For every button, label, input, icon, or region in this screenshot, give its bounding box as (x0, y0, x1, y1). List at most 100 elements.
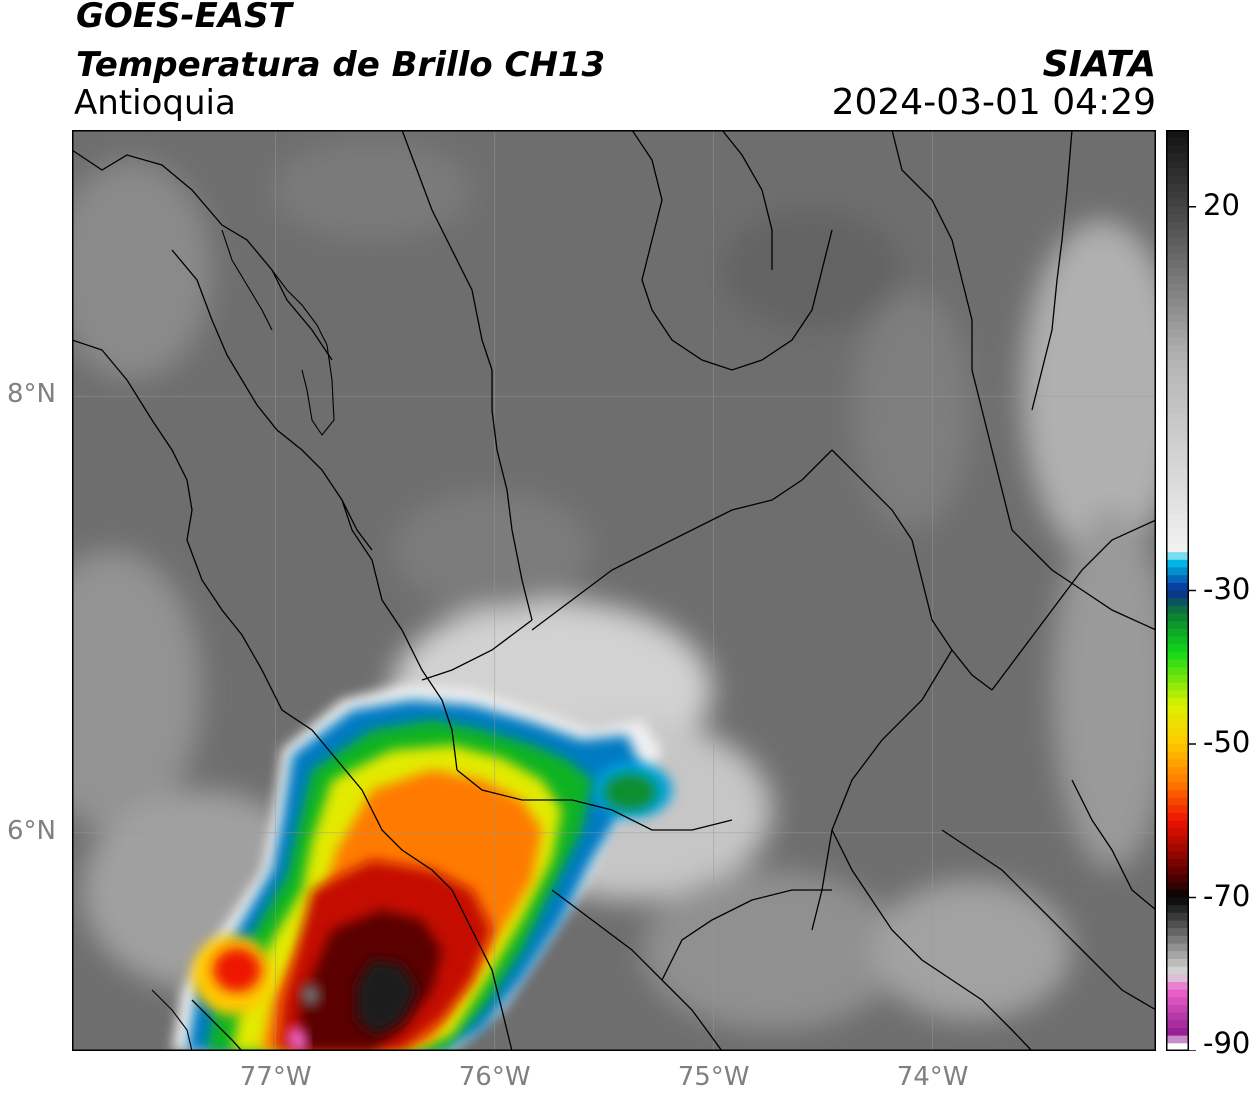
graticule (72, 130, 1156, 1051)
colorbar-band (1166, 183, 1188, 192)
colorbar-band (1166, 367, 1188, 377)
y-tick-label: 8°N (7, 379, 56, 410)
colorbar-band (1166, 559, 1188, 569)
organization-label: SIATA (1042, 44, 1156, 85)
colorbar-band (1166, 321, 1188, 331)
colorbar-band (1166, 329, 1188, 338)
colorbar-band (1166, 820, 1188, 830)
colorbar-band (1166, 252, 1188, 262)
storm-contour (300, 982, 322, 1008)
colorbar-band (1166, 813, 1188, 822)
coastline (151, 229, 335, 1051)
colorbar-band (1166, 460, 1188, 469)
colorbar-band (1166, 782, 1188, 791)
colorbar-band (1166, 337, 1188, 346)
colorbar-band (1166, 613, 1188, 622)
colorbar-band (1166, 605, 1188, 615)
colorbar-band (1166, 406, 1188, 415)
colorbar-band (1166, 767, 1188, 776)
colorbar-band (1166, 536, 1188, 546)
x-tick-label: 75°W (677, 1062, 750, 1092)
colorbar-band (1166, 912, 1188, 922)
colorbar-band (1166, 1020, 1188, 1029)
colorbar-band (1166, 222, 1188, 231)
x-tick-label: 74°W (896, 1062, 969, 1092)
colorbar-band (1166, 352, 1188, 361)
colorbar-band (1166, 1004, 1188, 1014)
colorbar-band (1166, 1043, 1188, 1051)
colorbar-band (1166, 590, 1188, 599)
x-tick-label: 76°W (458, 1062, 531, 1092)
colorbar-band (1166, 160, 1188, 169)
colorbar-band (1166, 843, 1188, 853)
colorbar-band (1166, 951, 1188, 960)
colorbar-band (1166, 245, 1188, 254)
satellite-title: GOES-EAST (76, 0, 292, 36)
brightness-temperature-map (72, 130, 1156, 1051)
colorbar-band (1166, 644, 1188, 653)
product-title: Temperatura de Brillo CH13 (76, 45, 606, 85)
colorbar-band (1166, 544, 1188, 553)
colorbar-band (1166, 475, 1188, 484)
colorbar-bands (1166, 130, 1188, 1051)
storm-cell (213, 948, 261, 992)
colorbar-band (1166, 905, 1188, 914)
colorbar-band (1166, 429, 1188, 438)
colorbar-band (1166, 690, 1188, 699)
colorbar-band (1166, 966, 1188, 975)
colorbar-band (1166, 283, 1188, 292)
colorbar-band (1166, 751, 1188, 760)
colorbar-band (1166, 467, 1188, 476)
colorbar-band (1166, 866, 1188, 876)
colorbar-tick-label: 20 (1203, 187, 1240, 222)
colorbar-band (1166, 130, 1188, 139)
colorbar-band (1166, 191, 1188, 200)
colorbar-band (1166, 1012, 1188, 1021)
colorbar-band (1166, 413, 1188, 423)
colorbar-band (1166, 575, 1188, 584)
colorbar-tick-label: -30 (1203, 571, 1251, 606)
colorbar-band (1166, 298, 1188, 308)
colorbar-band (1166, 958, 1188, 968)
colorbar-band (1166, 705, 1188, 714)
colorbar-band (1166, 145, 1188, 154)
colorbar-band (1166, 390, 1188, 400)
colorbar-band (1166, 168, 1188, 177)
colorbar-band (1166, 889, 1188, 899)
colorbar-band (1166, 628, 1188, 638)
colorbar-band (1166, 506, 1188, 515)
colorbar-band (1166, 935, 1188, 945)
region-label: Antioquia (74, 83, 236, 123)
colorbar-band (1166, 153, 1188, 162)
colorbar (1166, 130, 1196, 1051)
colorbar-band (1166, 314, 1188, 323)
colorbar-band (1166, 452, 1188, 461)
y-tick-label: 6°N (7, 815, 56, 846)
colorbar-band (1166, 851, 1188, 860)
colorbar-band (1166, 498, 1188, 507)
datetime-label: 2024-03-01 04:29 (831, 82, 1156, 123)
storm-contour (286, 1025, 308, 1051)
colorbar-band (1166, 636, 1188, 645)
colorbar-band (1166, 513, 1188, 523)
colorbar-tick-label: -70 (1203, 878, 1251, 913)
colorbar-band (1166, 137, 1188, 146)
colorbar-band (1166, 260, 1188, 269)
colorbar-band (1166, 713, 1188, 722)
colorbar-band (1166, 291, 1188, 300)
colorbar-band (1166, 674, 1188, 684)
colorbar-tick-label: -90 (1203, 1026, 1251, 1060)
colorbar-band (1166, 874, 1188, 883)
colorbar-band (1166, 989, 1188, 998)
colorbar-band (1166, 790, 1188, 799)
colorbar-band (1166, 882, 1188, 891)
colorbar-band (1166, 383, 1188, 392)
colorbar-band (1166, 490, 1188, 499)
colorbar-band (1166, 437, 1188, 446)
colorbar-band (1166, 360, 1188, 369)
colorbar-band (1166, 836, 1188, 845)
x-tick-label: 77°W (239, 1062, 312, 1092)
colorbar-band (1166, 444, 1188, 453)
colorbar-band (1166, 920, 1188, 929)
colorbar-band (1166, 529, 1188, 538)
